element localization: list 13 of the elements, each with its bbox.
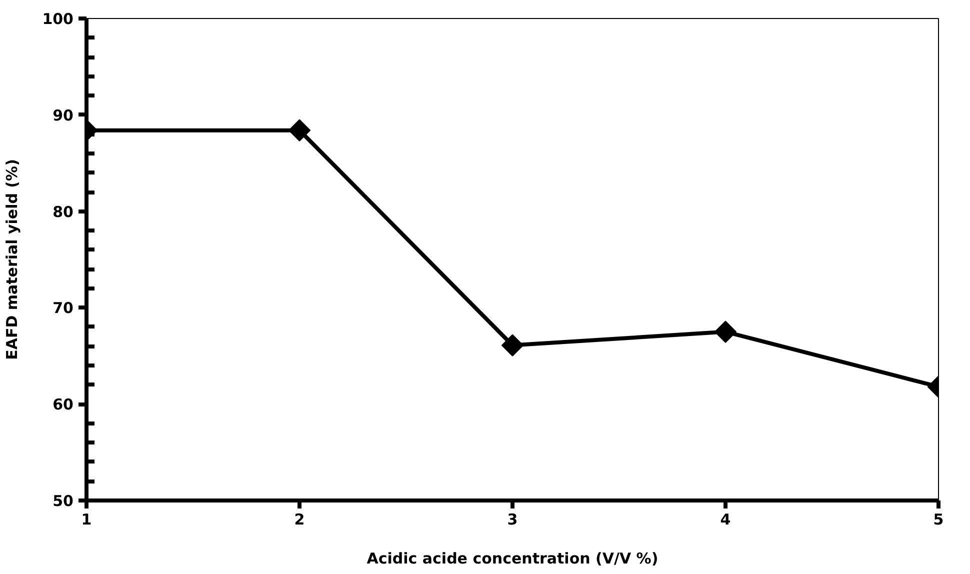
y-tick-label: 70 xyxy=(52,299,74,318)
x-axis-title: Acidic acide concentration (V/V %) xyxy=(366,550,658,568)
y-tick-label: 80 xyxy=(52,202,74,221)
x-tick-label: 4 xyxy=(720,510,731,528)
y-tick-label: 90 xyxy=(52,106,74,124)
y-tick-label: 50 xyxy=(52,492,74,510)
y-tick-label: 60 xyxy=(52,396,74,414)
x-tick-label: 1 xyxy=(81,510,92,528)
y-tick-label: 100 xyxy=(42,10,74,28)
x-tick-label: 2 xyxy=(294,510,305,528)
y-axis-title: EAFD material yield (%) xyxy=(3,159,22,360)
x-tick-label: 3 xyxy=(507,510,518,528)
x-tick-label: 5 xyxy=(933,510,944,528)
